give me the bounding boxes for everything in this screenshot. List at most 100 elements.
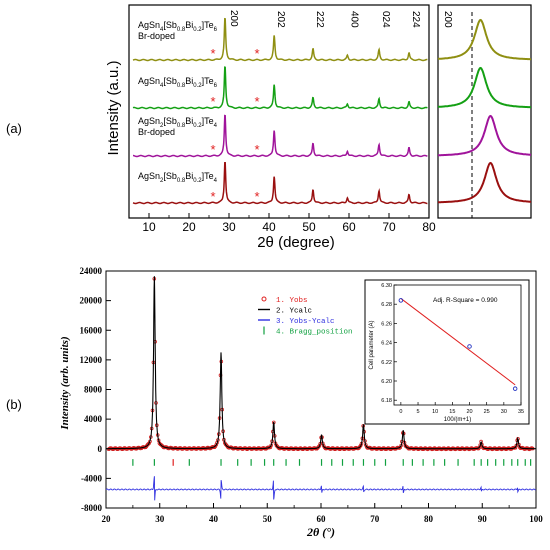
b-axes: 20 30 40 50 60 70 80 90 100-8000-400004000800012… — [80, 266, 544, 524]
a-inset-frame — [437, 4, 532, 219]
b-inset-annotation: Adj. R-Square = 0.990 — [433, 297, 498, 304]
b-x-tick-label: 60 — [317, 514, 327, 524]
b-inset-group: 0 5 10 15 20 25 30 35 6.18 6.20 6.22 6.24 6.26 6.28 6.… — [369, 283, 524, 423]
b-legend-symbol-yobs — [261, 296, 267, 302]
a-inset-peak-1 — [437, 18, 531, 61]
b-inset-y-tick-label: 6.18 — [381, 398, 392, 404]
a-x-tick-label: 70 — [382, 220, 396, 234]
a-series-line-2 — [132, 66, 428, 110]
b-inset-y-tick-label: 6.28 — [381, 302, 392, 308]
a-peak-label: 224 — [410, 11, 421, 28]
b-y-tick-label: 20000 — [80, 296, 103, 306]
b-y-axis-label: Intensity (arb. units) — [59, 336, 71, 430]
b-inset-x-tick-label: 0 — [399, 409, 402, 415]
b-diff-line — [105, 476, 536, 501]
b-inset-x-tick-label: 15 — [449, 409, 455, 415]
a-ylabel: Intensity (a.u.) — [105, 60, 122, 155]
b-inset-y-tick-label: 6.26 — [381, 321, 392, 327]
b-y-tick-label: 12000 — [80, 355, 103, 365]
b-inset-panel — [364, 279, 530, 425]
b-inset-x-label: 100/(m+1) — [444, 417, 472, 423]
a-inset-peak-2 — [437, 66, 531, 109]
b-y-tick-label: 16000 — [80, 325, 103, 335]
b-x-tick-label: 50 — [263, 514, 273, 524]
b-inset-y-tick-label: 6.22 — [381, 360, 392, 366]
a-peak-label: 024 — [380, 11, 391, 28]
a-series-group — [132, 17, 428, 205]
panel-label-b: (b) — [6, 397, 22, 412]
a-peak-label: 400 — [348, 11, 359, 28]
a-x-tick-label: 20 — [182, 220, 196, 234]
b-legend-label: 1. Yobs — [276, 297, 308, 305]
b-inset-x-tick-label: 20 — [466, 409, 472, 415]
a-x-tick-label: 30 — [222, 220, 236, 234]
a-peak-label: 202 — [275, 11, 286, 28]
a-series-name-2: AgSn4[Sb0.8Bi0.2]Te6 — [138, 76, 218, 89]
b-inset-point — [467, 344, 472, 349]
a-x-axis-label: 2θ (degree) — [257, 234, 335, 251]
b-x-tick-label: 70 — [370, 514, 380, 524]
a-series-name-3: AgSn2[Sb0.8Bi0.2]Te4 — [138, 116, 218, 129]
a-impurity-marker: * — [210, 189, 215, 204]
b-inset-x-tick-label: 10 — [432, 409, 438, 415]
b-y-tick-label: 4000 — [84, 414, 103, 424]
panel-label-a: (a) — [6, 121, 22, 136]
a-peak-label: 222 — [314, 11, 325, 28]
a-x-tick-label: 80 — [422, 220, 436, 234]
b-inset-y-tick-label: 6.24 — [381, 341, 392, 347]
a-x-tick-label: 40 — [262, 220, 276, 234]
a-series-note-3: Br-doped — [138, 127, 175, 137]
b-inset-x-tick-label: 30 — [501, 409, 507, 415]
b-x-tick-label: 100 — [529, 514, 543, 524]
b-y-tick-label: 8000 — [84, 385, 103, 395]
a-impurity-marker: * — [254, 189, 259, 204]
a-x-tick-label: 10 — [142, 220, 156, 234]
b-legend: 1. Yobs 2. Ycalc 3. Yobs-Ycalc 4. Bragg_pos… — [258, 296, 353, 337]
b-inset-x-tick-label: 35 — [518, 409, 524, 415]
b-inset-point — [398, 298, 404, 303]
b-ycalc-line — [106, 276, 536, 450]
a-series-line-3 — [133, 114, 428, 158]
b-inset-y-tick-label: 6.20 — [381, 379, 392, 385]
b-plot-group — [105, 276, 536, 501]
b-x-tick-label: 80 — [424, 514, 434, 524]
a-inset-peak-3 — [438, 114, 531, 157]
a-series-note-1: Br-doped — [138, 31, 175, 41]
b-x-tick-label: 40 — [209, 514, 219, 524]
a-impurity-marker: * — [254, 142, 259, 157]
a-x-tick-label: 60 — [342, 220, 356, 234]
a-main-frame — [128, 4, 430, 219]
b-inset-x-tick-label: 25 — [484, 409, 490, 415]
b-legend-label: 3. Yobs-Ycalc — [276, 318, 335, 326]
a-x-axis: 10 20 30 40 50 60 70 80 — [128, 213, 436, 234]
a-series-line-1 — [132, 17, 428, 62]
b-yobs-point — [223, 442, 228, 447]
b-inset-x-tick-label: 5 — [416, 409, 419, 415]
b-y-tick-label: -8000 — [81, 503, 102, 513]
b-x-tick-label: 90 — [478, 514, 488, 524]
a-y-axis-label: Intensity (a.u.) — [105, 60, 122, 155]
b-inset-point — [512, 386, 518, 391]
a-impurity-marker: * — [210, 94, 215, 109]
b-x-tick-label: 20 — [102, 514, 112, 524]
b-y-tick-label: -4000 — [81, 473, 102, 483]
b-legend-label: 2. Ycalc — [276, 308, 312, 316]
a-impurity-marker: * — [254, 46, 259, 61]
b-inset-y-label: Cell parameter (A) — [369, 320, 375, 369]
b-legend-label: 4. Bragg_position — [276, 329, 353, 337]
b-inset-axes-frame — [393, 284, 522, 406]
b-inset-fit-line — [400, 298, 516, 386]
b-inset-y-tick-label: 6.30 — [381, 283, 392, 289]
b-y-tick-label: 24000 — [80, 266, 103, 276]
a-series-line-4 — [132, 162, 428, 205]
a-impurity-marker: * — [254, 94, 259, 109]
a-inset-group: 200 — [437, 11, 531, 204]
a-inset-peak-4 — [438, 161, 531, 204]
b-x-axis-label: 2θ (°) — [306, 525, 335, 539]
a-series-name-4: AgSn2[Sb0.8Bi0.2]Te4 — [138, 171, 218, 184]
b-y-tick-label: 0 — [98, 444, 103, 454]
a-inset-peak-label: 200 — [442, 11, 453, 28]
a-impurity-marker: * — [210, 46, 215, 61]
